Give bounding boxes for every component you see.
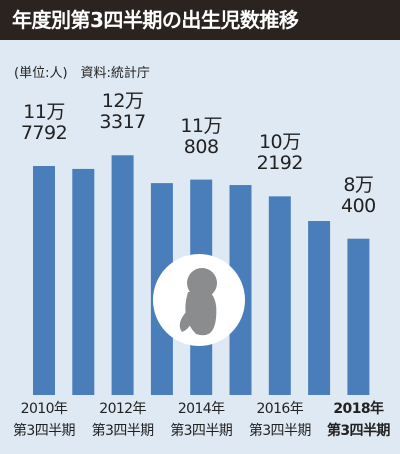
icon-head: [187, 268, 217, 298]
value-label: 11万 7792: [20, 101, 68, 144]
bar: [33, 166, 55, 395]
x-tick-label: 2014年 第3四半期: [170, 401, 233, 439]
x-tick-label: 2016年 第3四半期: [248, 401, 312, 439]
icon-body: [185, 292, 217, 336]
value-label: 11万 808: [180, 114, 223, 158]
bar: [268, 196, 291, 395]
bar: [72, 168, 95, 395]
icon-limb: [179, 312, 192, 332]
bar: [347, 238, 370, 395]
value-label: 10万 2192: [256, 131, 304, 175]
x-tick-label: 2010年 第3四半期: [13, 401, 76, 439]
x-tick-label: 2018年 第3四半期: [327, 401, 390, 439]
value-label: 12万 3317: [99, 90, 146, 134]
value-label: 8万 400: [341, 173, 376, 217]
chart-title: 年度別第3四半期の出生児数推移: [0, 0, 400, 40]
bar: [308, 221, 331, 395]
chart-subtitle: (単位:人) 資料:統計庁: [14, 66, 150, 81]
bar: [111, 155, 134, 395]
x-tick-label: 2012年 第3四半期: [91, 401, 155, 439]
